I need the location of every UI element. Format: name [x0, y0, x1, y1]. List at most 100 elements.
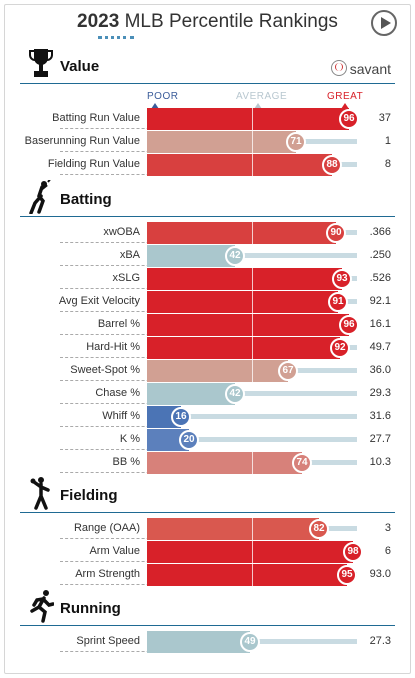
metric-row[interactable]: Arm Strength 95 93.0 — [20, 564, 395, 586]
percentile-badge[interactable]: 96 — [339, 109, 359, 129]
percentile-bar — [147, 268, 342, 290]
metric-row[interactable]: Hard-Hit % 92 49.7 — [20, 337, 395, 359]
percentile-badge[interactable]: 90 — [326, 223, 346, 243]
metric-value: 27.7 — [369, 433, 391, 445]
title-year: 2023 — [77, 11, 120, 32]
percentile-bar — [147, 108, 349, 130]
average-marker — [254, 103, 262, 109]
percentile-bar — [147, 631, 250, 653]
metric-row[interactable]: Baserunning Run Value 71 1 — [20, 131, 395, 153]
batter-icon — [29, 180, 51, 214]
metric-row[interactable]: Chase % 42 29.3 — [20, 383, 395, 405]
metric-label: Baserunning Run Value — [24, 135, 140, 147]
metric-label: Batting Run Value — [52, 112, 140, 124]
section-header-fielding: Fielding — [20, 477, 395, 513]
percentile-badge[interactable]: 98 — [343, 542, 363, 562]
section-header-batting: Batting — [20, 180, 395, 217]
metric-value: 36.0 — [369, 364, 391, 376]
row-separator — [60, 288, 165, 289]
scale-great: GREAT — [327, 91, 364, 102]
row-separator — [60, 174, 165, 175]
row-separator — [60, 311, 165, 312]
scale-poor: POOR — [147, 91, 179, 102]
metric-label: Range (OAA) — [73, 522, 140, 534]
percentile-badge[interactable]: 82 — [309, 519, 329, 539]
average-gridline — [252, 108, 253, 130]
percentile-badge[interactable]: 16 — [171, 407, 191, 427]
percentile-badge[interactable]: 71 — [286, 132, 306, 152]
row-separator — [60, 380, 165, 381]
metric-row[interactable]: xBA 42 .250 — [20, 245, 395, 267]
metric-label: K % — [119, 433, 140, 445]
row-separator — [60, 403, 165, 404]
average-gridline — [252, 337, 253, 359]
percentile-badge[interactable]: 67 — [278, 361, 298, 381]
metric-row[interactable]: Avg Exit Velocity 91 92.1 — [20, 291, 395, 313]
average-gridline — [252, 314, 253, 336]
metric-row[interactable]: K % 20 27.7 — [20, 429, 395, 451]
metric-row[interactable]: Whiff % 16 31.6 — [20, 406, 395, 428]
metric-value: 8 — [384, 158, 391, 170]
runner-icon — [30, 590, 54, 623]
row-separator — [60, 128, 165, 129]
metric-label: Arm Value — [89, 545, 140, 557]
row-separator — [60, 265, 165, 266]
metric-label: Sprint Speed — [76, 635, 140, 647]
metric-label: Sweet-Spot % — [70, 364, 140, 376]
page-title: 2023 MLB Percentile Rankings — [0, 11, 415, 33]
play-icon[interactable] — [371, 10, 397, 36]
metric-label: Fielding Run Value — [47, 158, 140, 170]
section-title-batting: Batting — [60, 191, 112, 208]
percentile-badge[interactable]: 92 — [330, 338, 350, 358]
percentile-bar — [147, 222, 336, 244]
metric-label: Arm Strength — [75, 568, 140, 580]
metric-row[interactable]: xwOBA 90 .366 — [20, 222, 395, 244]
average-gridline — [252, 541, 253, 563]
poor-marker — [151, 103, 159, 109]
average-gridline — [252, 452, 253, 474]
percentile-badge[interactable]: 49 — [240, 632, 260, 652]
metric-value: 29.3 — [369, 387, 391, 399]
percentile-badge[interactable]: 93 — [332, 269, 352, 289]
trophy-icon — [29, 49, 53, 77]
percentile-badge[interactable]: 88 — [322, 155, 342, 175]
percentile-bar — [147, 360, 288, 382]
metric-label: xSLG — [112, 272, 140, 284]
average-gridline — [252, 154, 253, 176]
metric-row[interactable]: Sprint Speed 49 27.3 — [20, 631, 395, 653]
metric-row[interactable]: Range (OAA) 82 3 — [20, 518, 395, 540]
metric-row[interactable]: Fielding Run Value 88 8 — [20, 154, 395, 176]
percentile-track — [147, 437, 357, 442]
percentile-bar — [147, 131, 296, 153]
percentile-bar — [147, 541, 353, 563]
percentile-badge[interactable]: 20 — [179, 430, 199, 450]
metric-row[interactable]: Arm Value 98 6 — [20, 541, 395, 563]
percentile-badge[interactable]: 42 — [225, 246, 245, 266]
percentile-badge[interactable]: 91 — [328, 292, 348, 312]
percentile-bar — [147, 314, 349, 336]
percentile-badge[interactable]: 96 — [339, 315, 359, 335]
savant-logo[interactable]: savant — [330, 60, 391, 77]
great-marker — [341, 103, 349, 109]
metric-label: Chase % — [95, 387, 140, 399]
percentile-bar — [147, 154, 332, 176]
percentile-badge[interactable]: 74 — [292, 453, 312, 473]
percentile-bar — [147, 291, 338, 313]
average-gridline — [252, 131, 253, 153]
metric-value: .526 — [369, 272, 391, 284]
metric-value: 93.0 — [369, 568, 391, 580]
metric-row[interactable]: Barrel % 96 16.1 — [20, 314, 395, 336]
baseball-icon — [330, 60, 347, 76]
metric-label: xwOBA — [103, 226, 140, 238]
title-text: MLB Percentile Rankings — [124, 11, 338, 32]
metric-row[interactable]: Batting Run Value 96 37 — [20, 108, 395, 130]
average-gridline — [252, 564, 253, 586]
metric-row[interactable]: xSLG 93 .526 — [20, 268, 395, 290]
metric-row[interactable]: Sweet-Spot % 67 36.0 — [20, 360, 395, 382]
percentile-badge[interactable]: 95 — [337, 565, 357, 585]
metric-row[interactable]: BB % 74 10.3 — [20, 452, 395, 474]
percentile-badge[interactable]: 42 — [225, 384, 245, 404]
metric-value: 10.3 — [369, 456, 391, 468]
metric-label: Hard-Hit % — [86, 341, 140, 353]
percentile-bar — [147, 383, 235, 405]
